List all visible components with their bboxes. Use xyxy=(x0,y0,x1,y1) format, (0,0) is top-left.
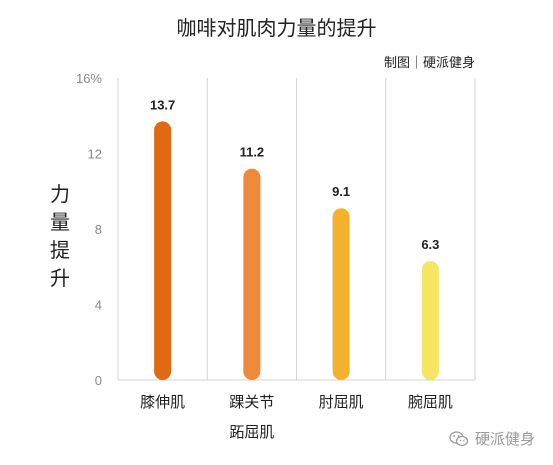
watermark-text: 硬派健身 xyxy=(474,430,535,448)
data-label: 6.3 xyxy=(421,237,439,252)
bar xyxy=(332,208,350,380)
y-tick-label: 0 xyxy=(95,373,102,388)
y-tick-label: 12 xyxy=(88,147,102,162)
data-label: 13.7 xyxy=(150,97,175,112)
y-axis-label-char: 升 xyxy=(50,266,70,290)
bar xyxy=(154,121,172,380)
y-axis-label-char: 提 xyxy=(50,238,70,262)
y-axis-label-char: 力 xyxy=(50,182,70,206)
y-axis-label: 力 量 提 升 xyxy=(48,180,72,292)
chart-credit: 制图｜硬派健身 xyxy=(383,56,475,71)
watermark: 硬派健身 xyxy=(449,428,535,449)
data-label: 9.1 xyxy=(332,184,350,199)
y-tick-label: 4 xyxy=(95,298,102,313)
data-label: 11.2 xyxy=(240,145,265,160)
x-tick-label: 跖屈肌 xyxy=(229,423,274,441)
x-tick-label: 踝关节 xyxy=(229,393,274,411)
x-tick-label: 腕屈肌 xyxy=(408,393,453,411)
x-tick-label: 肘屈肌 xyxy=(319,393,364,411)
y-tick-label: 8 xyxy=(95,222,102,237)
bar xyxy=(421,261,439,380)
y-tick-label: 16% xyxy=(76,71,102,86)
bar xyxy=(243,168,261,380)
chart-title: 咖啡对肌肉力量的提升 xyxy=(176,16,377,40)
x-tick-label: 膝伸肌 xyxy=(140,393,185,411)
wechat-icon xyxy=(449,430,469,446)
y-axis-label-char: 量 xyxy=(50,210,70,234)
